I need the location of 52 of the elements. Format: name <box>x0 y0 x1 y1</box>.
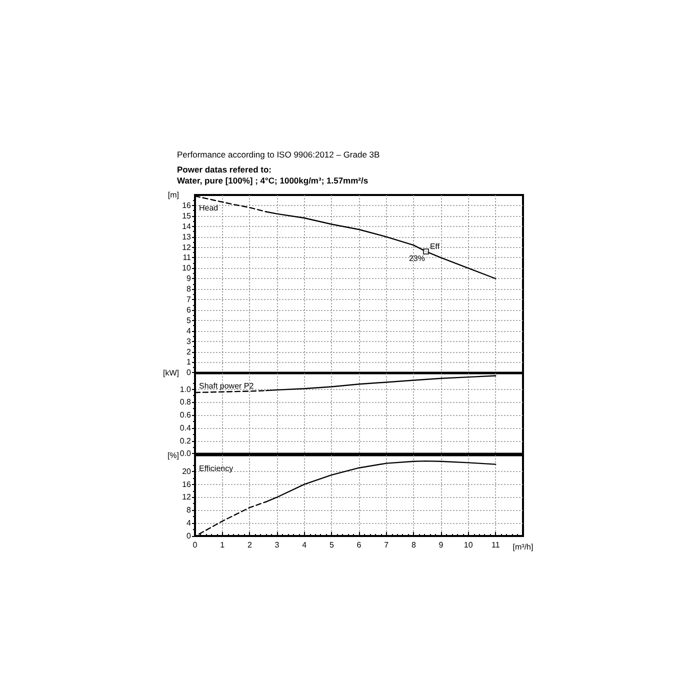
x-tick-label: 9 <box>438 540 444 550</box>
chart-subtitle: Power datas refered to: Water, pure [100%] ; 4°C; 1000kg/m³; 1.57mm²/s <box>177 164 368 186</box>
y-tick-label: 0 <box>186 368 192 378</box>
y-tick-label: 1 <box>186 358 192 367</box>
y-tick-label: 0.2 <box>180 436 192 446</box>
y-tick-label: 4 <box>186 518 192 528</box>
y-tick-label: 8 <box>186 506 192 515</box>
y-axis-title: [m] <box>168 190 179 200</box>
y-tick-label: 16 <box>182 480 192 489</box>
chart-title: Performance according to ISO 9906:2012 – Grade 3B <box>177 150 380 160</box>
y-tick-label: 14 <box>182 222 192 231</box>
y-tick-label: 7 <box>186 295 192 304</box>
y-axis-title: [kW] <box>163 368 179 378</box>
annotation: Efficiency <box>199 464 234 473</box>
x-tick-label: 3 <box>274 540 280 550</box>
y-tick-label: 0.6 <box>180 410 192 420</box>
x-tick-label: 0 <box>192 540 198 550</box>
y-tick-label: 0.0 <box>180 449 192 458</box>
y-tick-label: 9 <box>186 274 192 284</box>
y-tick-label: 15 <box>182 211 192 220</box>
y-tick-label: 2 <box>186 347 192 356</box>
y-tick-label: 6 <box>186 305 192 314</box>
y-tick-label: 4 <box>186 326 192 336</box>
x-tick-label: 1 <box>220 540 226 550</box>
y-tick-label: 8 <box>186 284 192 294</box>
annotation: Head <box>199 204 218 212</box>
x-tick-label: 10 <box>464 540 474 550</box>
y-tick-label: 13 <box>182 232 192 242</box>
x-tick-label: 6 <box>356 540 362 550</box>
x-tick-label: 4 <box>302 540 308 550</box>
y-tick-label: 5 <box>186 316 192 325</box>
y-tick-label: 1.0 <box>180 384 192 394</box>
annotation: 23% <box>408 254 425 263</box>
x-tick-label: 2 <box>247 540 252 550</box>
y-tick-label: 3 <box>186 336 192 346</box>
x-axis-title: [m³/h] <box>512 542 534 552</box>
y-axis-title: [%] <box>167 450 179 460</box>
x-tick-label: 5 <box>329 540 334 550</box>
x-tick-label: 8 <box>411 540 416 550</box>
y-tick-label: 11 <box>182 253 192 262</box>
y-tick-label: 20 <box>182 466 192 476</box>
y-tick-label: 12 <box>182 242 192 252</box>
annotation: Shaft power P2 <box>199 382 254 391</box>
x-tick-label: 7 <box>384 540 390 550</box>
y-tick-label: 16 <box>182 200 192 210</box>
x-tick-label: 11 <box>492 540 500 550</box>
y-tick-label: 0 <box>186 532 192 540</box>
y-tick-label: 0.4 <box>180 423 192 432</box>
annotation: Eff <box>430 242 440 251</box>
y-tick-label: 10 <box>182 264 192 273</box>
y-tick-label: 12 <box>182 492 192 502</box>
y-tick-label: 0.8 <box>180 398 192 407</box>
